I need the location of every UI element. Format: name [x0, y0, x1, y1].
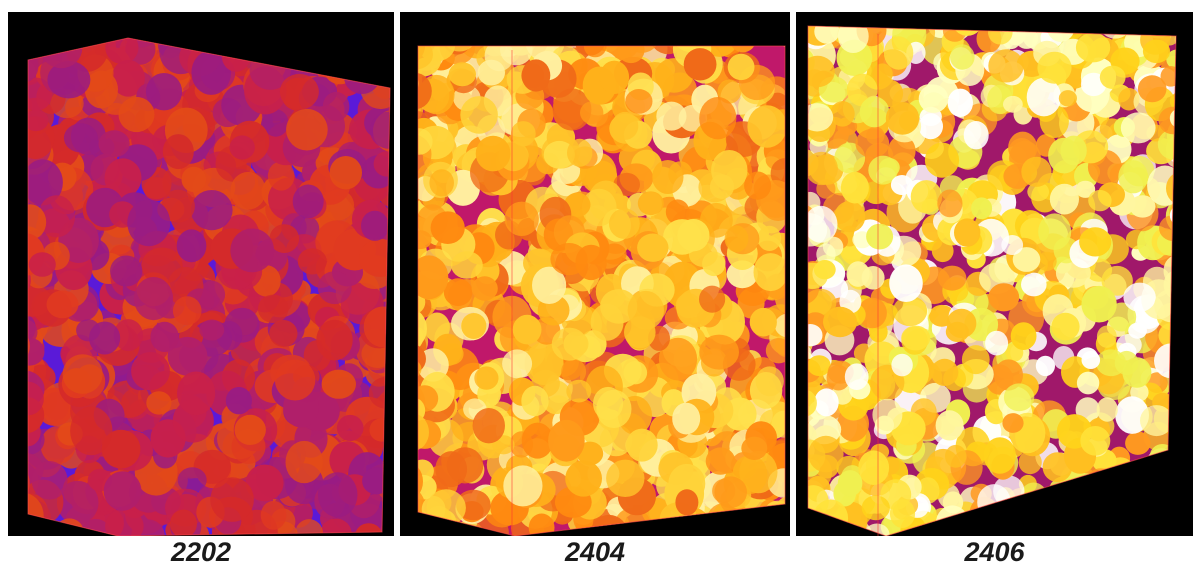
grain-pack-2202 [28, 38, 390, 536]
volume-render-2406 [807, 25, 1177, 536]
label-2202: 2202 [170, 537, 232, 567]
grain-pack-2406 [808, 26, 1176, 536]
label-2404: 2404 [564, 537, 626, 567]
render-panel-2404 [400, 12, 790, 536]
label-2406: 2406 [964, 537, 1025, 567]
volume-render-2202 [27, 37, 391, 536]
grain-pack-2404 [418, 46, 785, 536]
render-panel-2406 [796, 12, 1193, 536]
volume-render-2404 [417, 45, 786, 536]
render-panel-2202 [8, 12, 394, 536]
